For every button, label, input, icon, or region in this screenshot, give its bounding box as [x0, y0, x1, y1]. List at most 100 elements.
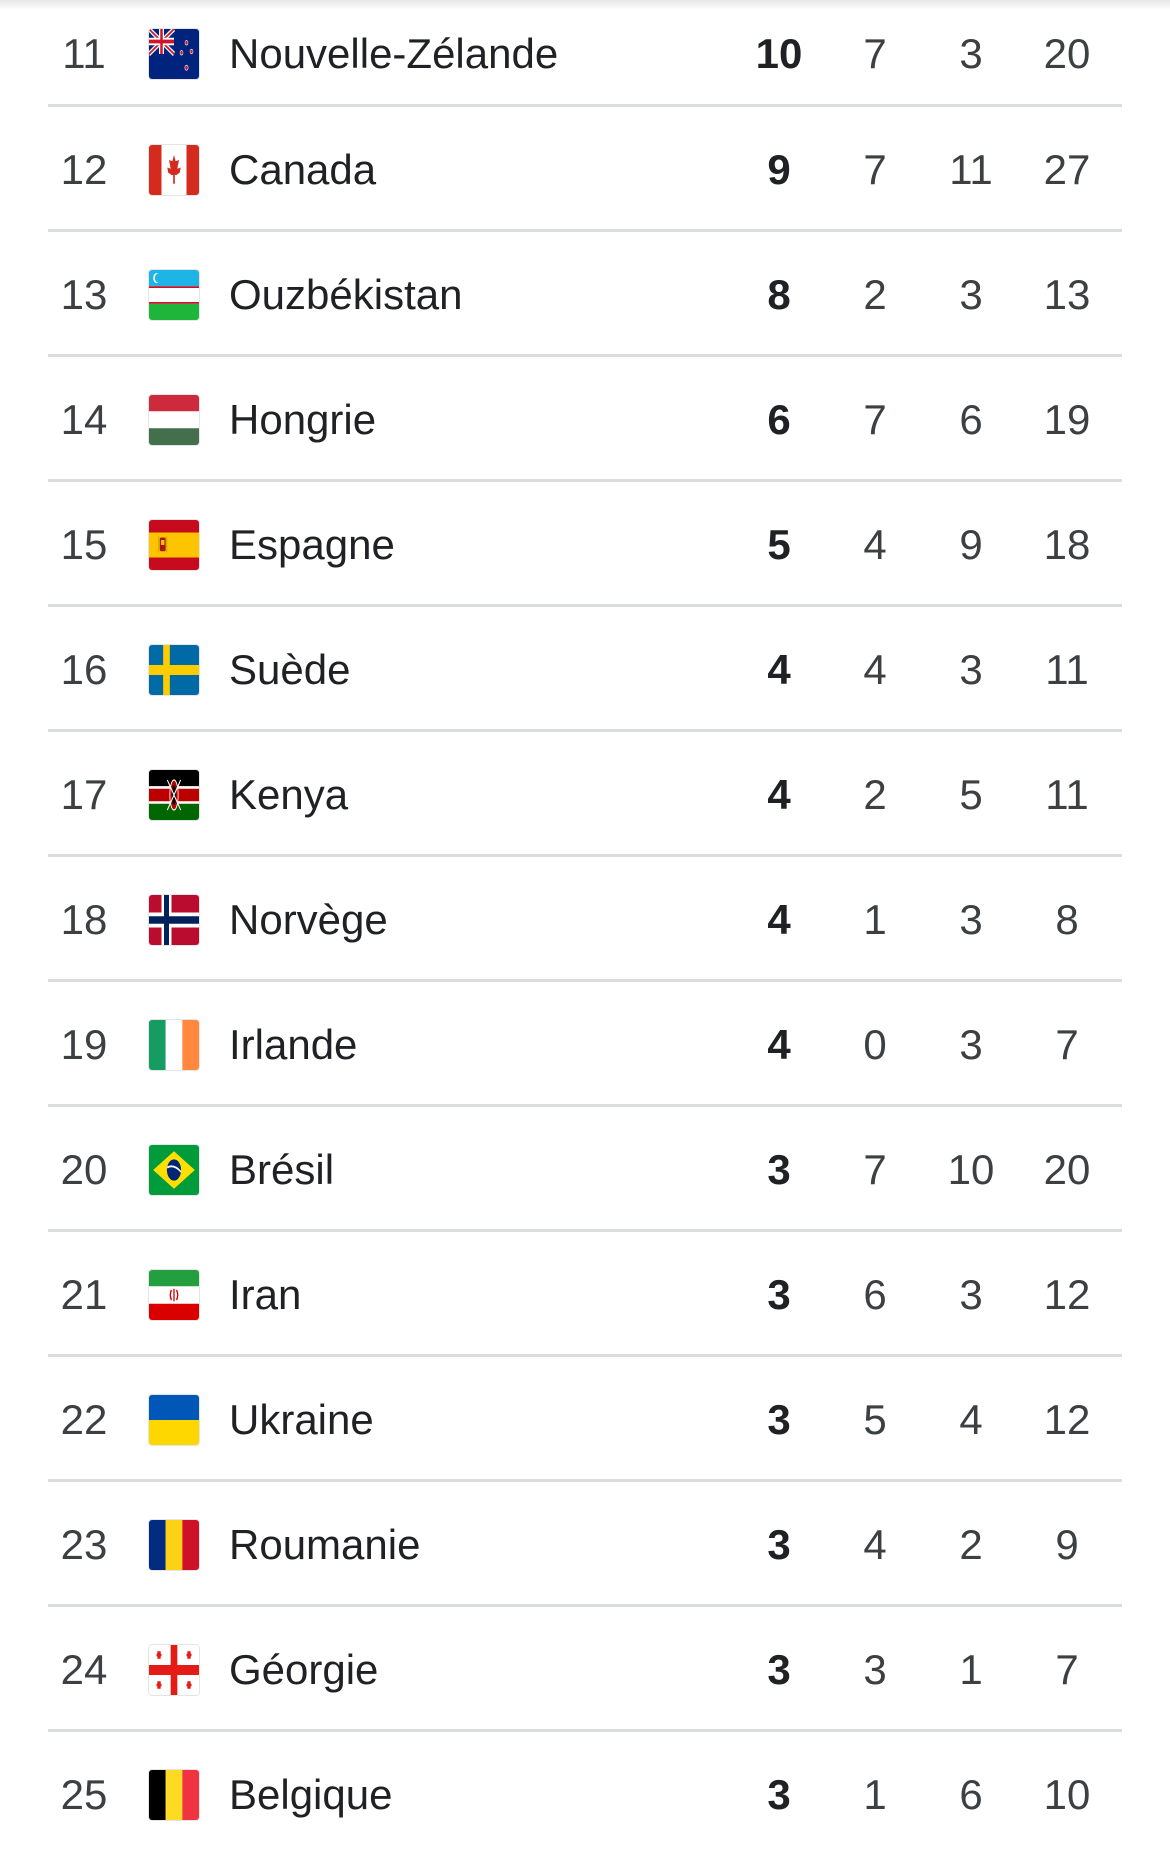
table-row[interactable]: 16 Suède 4 4 3 11 [0, 607, 1170, 732]
bronze-count: 4 [959, 1395, 983, 1443]
country-name: Canada [229, 145, 377, 193]
table-row[interactable]: 12 Canada 9 7 11 27 [0, 107, 1170, 232]
total-count: 11 [1045, 645, 1089, 693]
silver-count: 4 [863, 1520, 887, 1568]
table-row[interactable]: 14 Hongrie 6 7 6 19 [0, 357, 1170, 482]
bronze-count: 9 [959, 520, 983, 568]
country-name: Norvège [229, 895, 388, 943]
rank: 13 [60, 270, 108, 318]
gold-count: 3 [767, 1395, 791, 1443]
rank: 18 [60, 895, 108, 943]
rank: 14 [60, 395, 108, 443]
sweden-flag-icon [149, 644, 199, 695]
country-name: Belgique [229, 1770, 393, 1818]
hungary-flag-icon [149, 394, 199, 445]
total-count: 10 [1043, 1770, 1091, 1818]
table-row[interactable]: 20 Brésil 3 7 10 20 [0, 1107, 1170, 1232]
silver-count: 0 [863, 1020, 887, 1068]
row-divider [48, 1729, 1122, 1732]
rank: 23 [60, 1520, 108, 1568]
silver-count: 7 [863, 1145, 887, 1193]
bronze-count: 3 [959, 270, 983, 318]
table-row[interactable]: 24 Géorgie 3 3 1 7 [0, 1607, 1170, 1732]
rank: 20 [60, 1145, 108, 1193]
uzbekistan-flag-icon [149, 269, 199, 320]
table-row[interactable]: 22 Ukraine 3 5 4 12 [0, 1357, 1170, 1482]
silver-count: 7 [863, 395, 887, 443]
gold-count: 3 [767, 1520, 791, 1568]
row-divider [48, 1104, 1122, 1107]
bronze-count: 3 [959, 29, 983, 77]
iran-flag-icon [149, 1269, 199, 1320]
row-divider [48, 1479, 1122, 1482]
total-count: 12 [1043, 1395, 1091, 1443]
table-row[interactable]: 23 Roumanie 3 4 2 9 [0, 1482, 1170, 1607]
rank: 11 [62, 29, 106, 77]
gold-count: 10 [755, 29, 803, 77]
rank: 25 [60, 1770, 108, 1818]
country-name: Nouvelle-Zélande [229, 29, 559, 77]
silver-count: 4 [863, 645, 887, 693]
bronze-count: 5 [959, 770, 983, 818]
table-row[interactable]: 17 Kenya 4 2 5 11 [0, 732, 1170, 857]
total-count: 18 [1043, 520, 1091, 568]
row-divider [48, 854, 1122, 857]
rank: 19 [60, 1020, 108, 1068]
table-row[interactable]: 25 Belgique 3 1 6 10 [0, 1732, 1170, 1857]
silver-count: 1 [863, 1770, 887, 1818]
country-name: Irlande [229, 1020, 358, 1068]
gold-count: 6 [767, 395, 791, 443]
bronze-count: 2 [959, 1520, 983, 1568]
table-row[interactable]: 15 Espagne 5 4 9 18 [0, 482, 1170, 607]
silver-count: 6 [863, 1270, 887, 1318]
gold-count: 4 [767, 645, 791, 693]
ireland-flag-icon [149, 1019, 199, 1070]
country-name: Ukraine [229, 1395, 374, 1443]
country-name: Iran [229, 1270, 302, 1318]
row-divider [48, 229, 1122, 232]
gold-count: 4 [767, 1020, 791, 1068]
country-name: Suède [229, 645, 351, 693]
bronze-count: 3 [959, 1020, 983, 1068]
rank: 12 [60, 145, 108, 193]
silver-count: 5 [863, 1395, 887, 1443]
norway-flag-icon [149, 894, 199, 945]
row-divider [48, 1604, 1122, 1607]
table-row[interactable]: 11 Nou [0, 0, 1170, 107]
row-divider [48, 979, 1122, 982]
rank: 17 [60, 770, 108, 818]
silver-count: 3 [863, 1645, 887, 1693]
country-name: Hongrie [229, 395, 377, 443]
row-divider [48, 354, 1122, 357]
row-divider [48, 604, 1122, 607]
table-row[interactable]: 19 Irlande 4 0 3 7 [0, 982, 1170, 1107]
rank: 16 [60, 645, 108, 693]
romania-flag-icon [149, 1519, 199, 1570]
table-row[interactable]: 13 Ouzbékistan 8 2 3 13 [0, 232, 1170, 357]
row-divider [48, 479, 1122, 482]
country-name: Espagne [229, 520, 395, 568]
row-divider [48, 1354, 1122, 1357]
country-name: Roumanie [229, 1520, 421, 1568]
bronze-count: 11 [949, 145, 993, 193]
gold-count: 3 [767, 1770, 791, 1818]
gold-count: 4 [767, 770, 791, 818]
spain-flag-icon [149, 519, 199, 570]
gold-count: 5 [767, 520, 791, 568]
country-name: Ouzbékistan [229, 270, 463, 318]
total-count: 19 [1043, 395, 1091, 443]
total-count: 20 [1043, 29, 1091, 77]
country-name: Brésil [229, 1145, 335, 1193]
row-divider [48, 1229, 1122, 1232]
table-row[interactable]: 21 Iran 3 6 3 12 [0, 1232, 1170, 1357]
row-divider [48, 729, 1122, 732]
table-row[interactable]: 18 Norvège 4 1 3 8 [0, 857, 1170, 982]
total-count: 20 [1043, 1145, 1091, 1193]
rank: 21 [60, 1270, 108, 1318]
bronze-count: 10 [947, 1145, 995, 1193]
total-count: 27 [1043, 145, 1091, 193]
bronze-count: 3 [959, 895, 983, 943]
country-name: Géorgie [229, 1645, 379, 1693]
bronze-count: 6 [959, 1770, 983, 1818]
total-count: 7 [1055, 1645, 1079, 1693]
